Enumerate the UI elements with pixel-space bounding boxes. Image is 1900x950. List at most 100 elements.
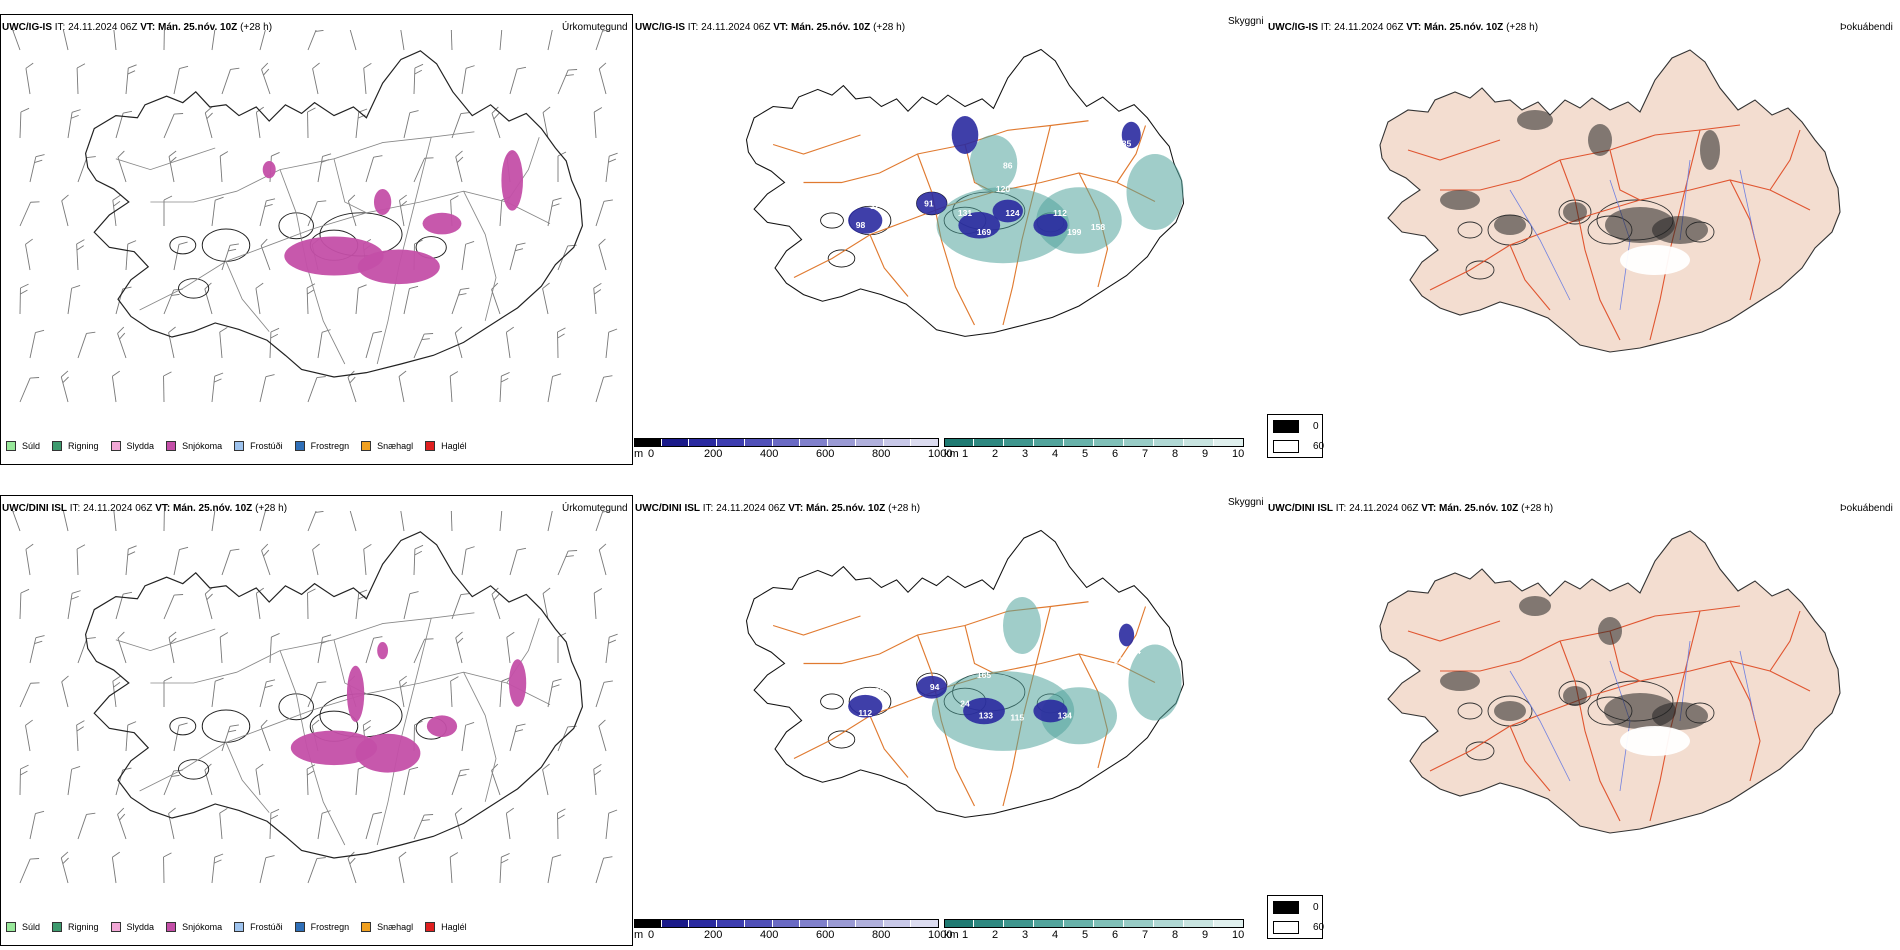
fog-legend-item: 0 <box>1273 901 1319 914</box>
colorbar-segment <box>883 438 912 447</box>
colorbar-tick: 5 <box>1082 929 1089 941</box>
colorbar-segment <box>689 438 718 447</box>
colorbar-segment <box>800 438 829 447</box>
colorbar-tick: 10 <box>1232 448 1245 460</box>
cloud-base-label: 86 <box>1003 160 1013 170</box>
precip-legend-item: Frostúði <box>234 922 283 932</box>
legend-label: Frostúði <box>250 922 283 932</box>
cloud-base-label: 98 <box>856 220 866 230</box>
colorbar-tick: 6 <box>1112 929 1119 941</box>
cloud-base-label: 121 <box>996 656 1011 666</box>
cloud-name-row1: Skyggni <box>1228 16 1264 27</box>
precip-title-row2: UWC/DINI ISL IT: 24.11.2024 06Z VT: Mán.… <box>2 503 288 514</box>
colorbar-tick: 400 <box>760 929 779 941</box>
fog-name-row1: Þokuábendi <box>1840 22 1893 33</box>
colorbar-segment <box>1124 438 1154 447</box>
legend-label: Slydda <box>126 441 155 451</box>
cloud-base-label: 131 <box>958 208 973 218</box>
cloud-base-label: 24 <box>1131 646 1141 656</box>
colorbar-segment <box>974 438 1004 447</box>
cloud-name-row2: Skyggni <box>1228 497 1264 508</box>
precip-legend-item: Frostregn <box>294 922 349 932</box>
cloud-base-label: 112 <box>858 708 872 718</box>
colorbar-segment <box>1034 919 1064 928</box>
cloudbase-ticks-row2: m 0 200 400 600 800 1000 <box>634 929 952 943</box>
colorbar-tick: 8 <box>1172 929 1179 941</box>
colorbar-tick: 9 <box>1202 448 1209 460</box>
colorbar-segment <box>828 919 856 928</box>
fog-map-row2 <box>1379 530 1841 834</box>
colorbar-tick: 4 <box>1052 448 1059 460</box>
legend-label: 60 <box>1313 441 1325 452</box>
colorbar-tick: 0 <box>648 448 655 460</box>
legend-label: Frostúði <box>250 441 283 451</box>
precip-legend-item: Slydda <box>110 922 155 932</box>
cloudbase-ticks-row1: m 0 200 400 600 800 1000 <box>634 448 952 462</box>
colorbar-tick: 400 <box>760 448 779 460</box>
legend-label: 60 <box>1313 922 1325 933</box>
cloud-base-label: 112 <box>1053 208 1067 218</box>
colorbar-segment <box>855 919 884 928</box>
legend-swatch <box>1273 420 1299 433</box>
precip-name-row2: Úrkomutegund <box>562 503 628 514</box>
cloud-base-label: 133 <box>979 711 994 721</box>
cloud-base-label: 199 <box>1067 227 1082 237</box>
cloud-base-label: 24 <box>960 698 970 708</box>
legend-swatch <box>1273 440 1299 453</box>
colorbar-tick: 600 <box>816 929 835 941</box>
legend-label: Haglél <box>441 441 467 451</box>
colorbar-segment <box>883 919 912 928</box>
precip-legend-row2: Súld Rigning Slydda Snjókoma Frostúði Frostre… <box>6 922 479 932</box>
legend-label: Súld <box>22 441 41 451</box>
precip-legend-item: Súld <box>6 922 40 932</box>
legend-label: Snjókoma <box>182 441 223 451</box>
legend-label: Haglél <box>441 922 467 932</box>
colorbar-segment <box>1124 919 1154 928</box>
colorbar-unit: m <box>634 448 644 460</box>
legend-swatch <box>361 922 372 932</box>
colorbar-tick: 800 <box>872 448 891 460</box>
fog-title-row1: UWC/IG-IS IT: 24.11.2024 06Z VT: Mán. 25… <box>1268 22 1539 33</box>
colorbar-segment <box>1064 919 1094 928</box>
colorbar-unit: km <box>944 448 959 460</box>
colorbar-tick: 3 <box>1022 448 1029 460</box>
colorbar-segment <box>744 919 773 928</box>
colorbar-tick: 1 <box>962 448 969 460</box>
colorbar-tick: 4 <box>1052 929 1059 941</box>
legend-swatch <box>425 922 436 932</box>
precip-legend-item: Rigning <box>52 922 99 932</box>
precip-legend-item: Snæhagl <box>361 441 413 451</box>
cloudbase-colorbar-row2 <box>634 919 939 928</box>
legend-label: Snæhagl <box>377 922 414 932</box>
legend-swatch <box>234 441 245 451</box>
cloud-title-row2: UWC/DINI ISL IT: 24.11.2024 06Z VT: Mán.… <box>635 503 921 514</box>
legend-swatch <box>110 922 121 932</box>
colorbar-segment <box>772 919 801 928</box>
fog-map-row1 <box>1379 49 1841 353</box>
precip-legend-item: Frostúði <box>234 441 283 451</box>
colorbar-tick: 6 <box>1112 448 1119 460</box>
colorbar-segment <box>944 919 974 928</box>
colorbar-segment <box>661 919 690 928</box>
colorbar-tick: 600 <box>816 448 835 460</box>
legend-swatch <box>234 922 245 932</box>
cloud-base-label: 10 <box>960 175 970 185</box>
visibility-ticks-row2: km 1 2 3 4 5 6 7 8 9 10 <box>944 929 1244 943</box>
legend-label: Rigning <box>68 922 99 932</box>
legend-swatch <box>425 441 436 451</box>
legend-label: Slydda <box>126 922 155 932</box>
visibility-colorbar-row2 <box>944 919 1244 928</box>
cloud-base-label: 94 <box>930 682 940 692</box>
fog-legend-item: 0 <box>1273 420 1319 433</box>
colorbar-tick: 800 <box>872 929 891 941</box>
colorbar-tick: 8 <box>1172 448 1179 460</box>
precip-panel-row2 <box>0 495 633 946</box>
cloud-title-row1: UWC/IG-IS IT: 24.11.2024 06Z VT: Mán. 25… <box>635 22 906 33</box>
colorbar-unit: km <box>944 929 959 941</box>
fog-legend-item: 60 <box>1273 921 1324 934</box>
colorbar-segment <box>800 919 829 928</box>
colorbar-segment <box>1094 919 1124 928</box>
colorbar-segment <box>1034 438 1064 447</box>
legend-swatch <box>52 441 63 451</box>
colorbar-segment <box>744 438 773 447</box>
